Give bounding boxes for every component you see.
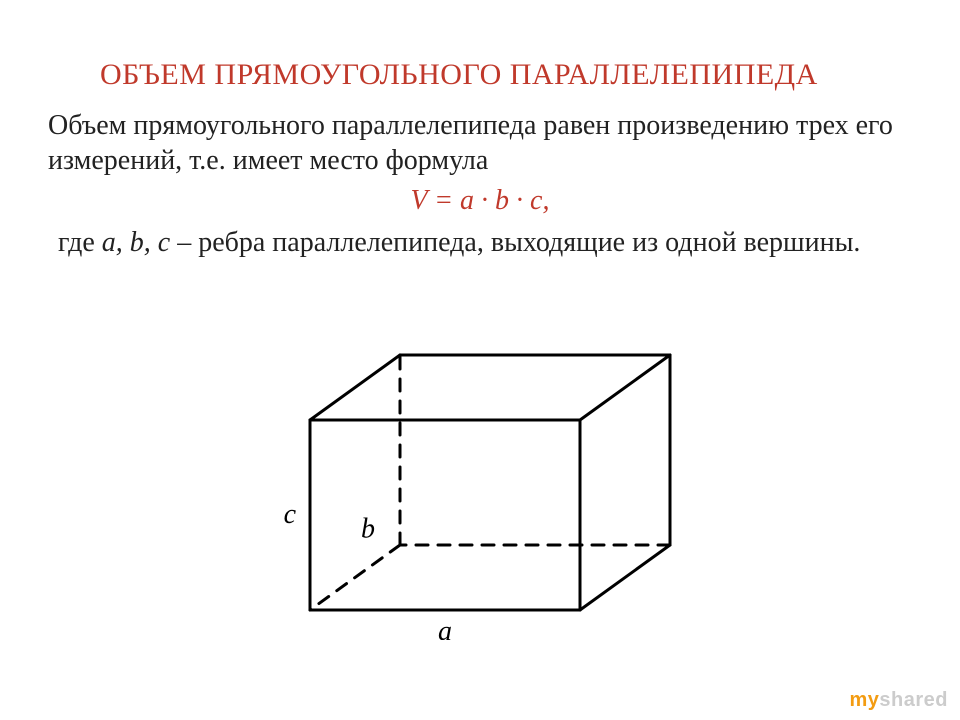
watermark: myshared xyxy=(850,689,949,712)
svg-text:b: b xyxy=(361,514,375,545)
intro-paragraph: Объем прямоугольного параллелепипеда рав… xyxy=(48,108,918,178)
where-paragraph: где a, b, c – ребра параллелепипеда, вых… xyxy=(58,225,908,260)
watermark-shared: shared xyxy=(879,689,948,711)
where-pre: где xyxy=(58,227,102,258)
where-post: – ребра параллелепипеда, выходящие из од… xyxy=(170,227,860,258)
watermark-my: my xyxy=(850,689,880,711)
svg-text:c: c xyxy=(284,499,297,530)
cuboid-diagram: c b a xyxy=(250,320,710,640)
where-vars: a, b, c xyxy=(102,227,170,258)
volume-formula: V = a · b · c, xyxy=(0,185,960,217)
slide: ОБЪЕМ ПРЯМОУГОЛЬНОГО ПАРАЛЛЕЛЕПИПЕДА Объ… xyxy=(0,0,960,720)
svg-text:a: a xyxy=(438,616,452,640)
page-title: ОБЪЕМ ПРЯМОУГОЛЬНОГО ПАРАЛЛЕЛЕПИПЕДА xyxy=(100,58,818,92)
